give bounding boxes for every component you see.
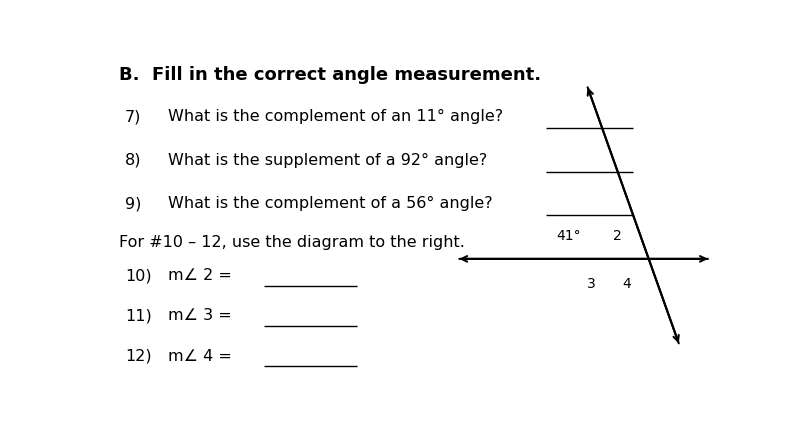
Text: For #10 – 12, use the diagram to the right.: For #10 – 12, use the diagram to the rig… bbox=[118, 234, 465, 249]
Text: 7): 7) bbox=[125, 109, 141, 124]
Text: 4: 4 bbox=[622, 276, 630, 290]
Text: 8): 8) bbox=[125, 152, 142, 167]
Text: 2: 2 bbox=[614, 229, 622, 243]
Text: 3: 3 bbox=[587, 276, 596, 290]
Text: m∠ 3 =: m∠ 3 = bbox=[168, 308, 232, 323]
Text: 12): 12) bbox=[125, 348, 151, 363]
Text: What is the supplement of a 92° angle?: What is the supplement of a 92° angle? bbox=[168, 152, 487, 168]
Text: B.  Fill in the correct angle measurement.: B. Fill in the correct angle measurement… bbox=[118, 66, 541, 83]
Text: m∠ 4 =: m∠ 4 = bbox=[168, 348, 232, 363]
Text: 11): 11) bbox=[125, 308, 151, 323]
Text: 10): 10) bbox=[125, 268, 151, 283]
Text: What is the complement of a 56° angle?: What is the complement of a 56° angle? bbox=[168, 196, 493, 211]
Text: m∠ 2 =: m∠ 2 = bbox=[168, 268, 232, 283]
Text: 41°: 41° bbox=[556, 229, 581, 243]
Text: What is the complement of an 11° angle?: What is the complement of an 11° angle? bbox=[168, 109, 503, 124]
Text: 9): 9) bbox=[125, 196, 141, 211]
